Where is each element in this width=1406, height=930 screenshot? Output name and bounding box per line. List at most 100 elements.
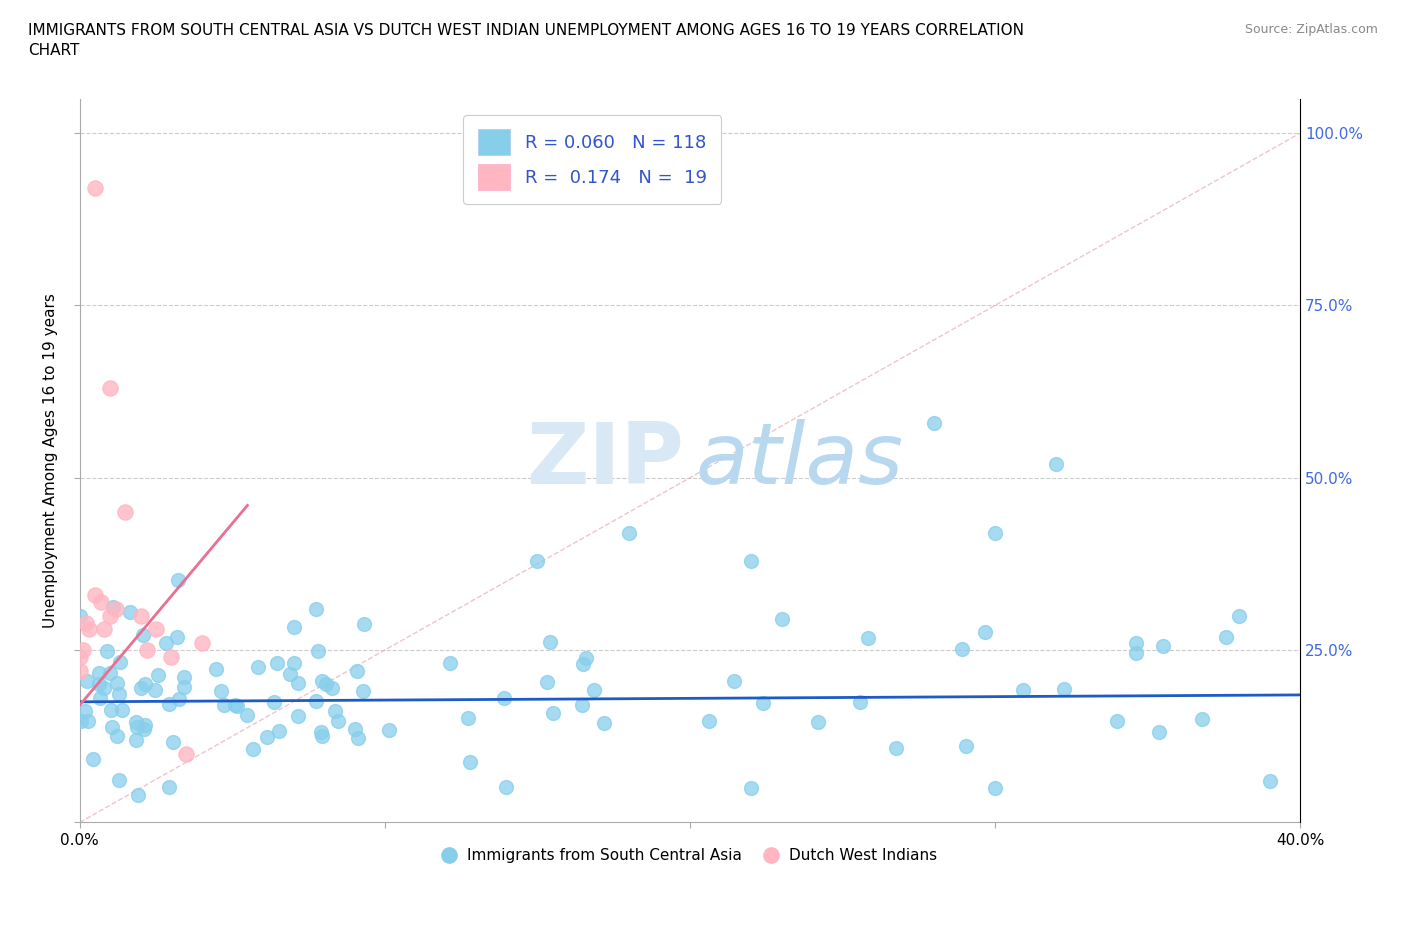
Point xyxy=(160,649,183,664)
Point xyxy=(315,677,337,692)
Point xyxy=(131,627,153,642)
Point xyxy=(1215,630,1237,644)
Point xyxy=(134,718,156,733)
Point xyxy=(129,681,152,696)
Point xyxy=(492,690,515,705)
Point xyxy=(269,724,291,738)
Point xyxy=(1107,713,1129,728)
Point xyxy=(1258,774,1281,789)
Point xyxy=(458,754,481,769)
Point xyxy=(225,698,247,713)
Point xyxy=(134,676,156,691)
Point xyxy=(96,644,118,658)
Point xyxy=(162,735,184,750)
Point xyxy=(98,608,121,623)
Point xyxy=(1125,636,1147,651)
Point xyxy=(155,636,177,651)
Point xyxy=(266,656,288,671)
Point xyxy=(263,695,285,710)
Point xyxy=(93,622,115,637)
Text: Source: ZipAtlas.com: Source: ZipAtlas.com xyxy=(1244,23,1378,36)
Point xyxy=(617,525,640,540)
Point xyxy=(166,630,188,644)
Point xyxy=(77,622,100,637)
Point xyxy=(148,668,170,683)
Point xyxy=(922,415,945,430)
Point xyxy=(955,738,977,753)
Point xyxy=(212,698,235,712)
Text: IMMIGRANTS FROM SOUTH CENTRAL ASIA VS DUTCH WEST INDIAN UNEMPLOYMENT AMONG AGES : IMMIGRANTS FROM SOUTH CENTRAL ASIA VS DU… xyxy=(28,23,1024,58)
Point xyxy=(311,673,333,688)
Point xyxy=(884,740,907,755)
Point xyxy=(83,180,105,195)
Legend: Immigrants from South Central Asia, Dutch West Indians: Immigrants from South Central Asia, Dutc… xyxy=(436,842,943,869)
Point xyxy=(353,617,375,631)
Point xyxy=(127,788,149,803)
Point xyxy=(283,619,305,634)
Point xyxy=(157,697,180,711)
Point xyxy=(143,683,166,698)
Point xyxy=(346,664,368,679)
Point xyxy=(75,615,97,630)
Point xyxy=(1227,608,1250,623)
Point xyxy=(856,631,879,645)
Point xyxy=(100,702,122,717)
Point xyxy=(328,714,350,729)
Point xyxy=(305,693,328,708)
Point xyxy=(105,602,128,617)
Y-axis label: Unemployment Among Ages 16 to 19 years: Unemployment Among Ages 16 to 19 years xyxy=(44,293,58,628)
Point xyxy=(69,649,91,664)
Point xyxy=(77,713,100,728)
Point xyxy=(526,553,548,568)
Point xyxy=(98,380,121,395)
Point xyxy=(127,720,149,735)
Point xyxy=(132,722,155,737)
Point xyxy=(190,636,212,651)
Point xyxy=(311,728,333,743)
Point xyxy=(543,706,565,721)
Point xyxy=(950,642,973,657)
Point xyxy=(90,594,112,609)
Point xyxy=(242,741,264,756)
Point xyxy=(1011,683,1033,698)
Point xyxy=(1125,646,1147,661)
Point xyxy=(73,703,96,718)
Point xyxy=(457,711,479,725)
Text: atlas: atlas xyxy=(696,419,904,502)
Point xyxy=(108,773,131,788)
Point xyxy=(973,625,995,640)
Point xyxy=(107,676,129,691)
Point xyxy=(1045,457,1067,472)
Point xyxy=(72,643,94,658)
Point xyxy=(235,708,257,723)
Point xyxy=(145,622,167,637)
Point xyxy=(344,721,367,736)
Point xyxy=(1149,724,1171,739)
Point xyxy=(346,731,368,746)
Point xyxy=(1191,711,1213,726)
Point xyxy=(105,728,128,743)
Point xyxy=(157,780,180,795)
Point xyxy=(83,588,105,603)
Point xyxy=(278,667,301,682)
Point xyxy=(135,643,157,658)
Point xyxy=(100,666,122,681)
Point xyxy=(176,746,198,761)
Point xyxy=(323,703,346,718)
Point xyxy=(307,644,329,658)
Point xyxy=(118,604,141,619)
Point xyxy=(166,573,188,588)
Point xyxy=(287,708,309,723)
Point xyxy=(125,714,148,729)
Point xyxy=(571,698,593,712)
Point xyxy=(205,662,228,677)
Point xyxy=(378,723,401,737)
Point xyxy=(740,553,762,568)
Point xyxy=(76,673,98,688)
Point xyxy=(89,691,111,706)
Point xyxy=(984,780,1007,795)
Point xyxy=(108,686,131,701)
Point xyxy=(752,696,775,711)
Point xyxy=(101,720,124,735)
Point xyxy=(538,634,561,649)
